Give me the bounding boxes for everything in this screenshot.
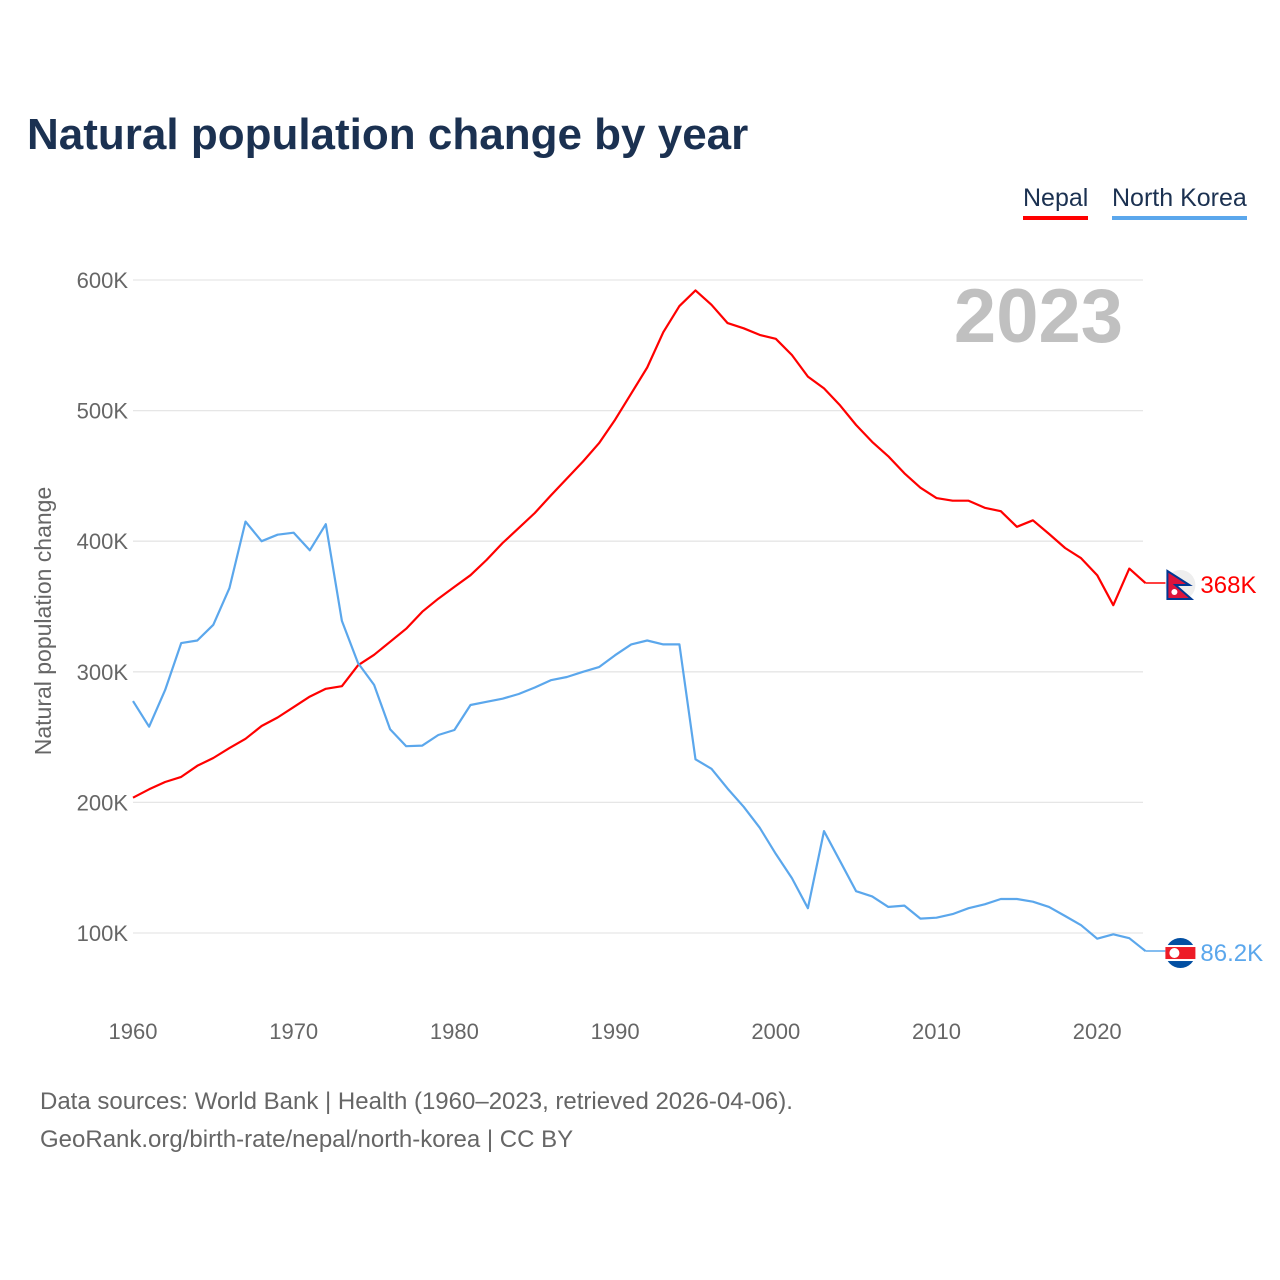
source-link[interactable]: GeoRank.org/birth-rate/nepal/north-korea… [40,1126,574,1153]
series-line-north-korea [132,520,1147,952]
x-tick-label: 2010 [912,1019,961,1044]
chart-title: Natural population change by year [27,110,749,159]
flag-nepal-icon [1165,569,1196,600]
legend-item-north-korea[interactable]: North Korea [1112,184,1247,220]
flag-disc [1169,948,1180,959]
flag-sun [1171,588,1178,595]
y-tick-label: 300K [77,660,129,685]
flag-north-korea-icon [1165,938,1196,969]
x-tick-label: 1970 [269,1019,318,1044]
end-value-label-north-korea: 86.2K [1200,940,1263,967]
x-tick-label: 2020 [1073,1019,1122,1044]
x-tick-label: 1980 [430,1019,479,1044]
y-tick-label: 500K [77,399,129,424]
x-tick-label: 2000 [751,1019,800,1044]
series-line-nepal [132,289,1147,799]
y-tick-label: 400K [77,529,129,554]
y-tick-label: 100K [77,921,129,946]
year-label: 2023 [954,274,1123,359]
y-tick-label: 200K [77,790,129,815]
y-axis-label: Natural population change [30,487,56,756]
x-tick-label: 1990 [591,1019,640,1044]
legend-item-nepal[interactable]: Nepal [1023,184,1089,220]
x-tick-label: 1960 [109,1019,158,1044]
end-value-label-nepal: 368K [1200,572,1256,599]
y-tick-label: 600K [77,268,129,293]
source-line-1: Data sources: World Bank | Health (1960–… [40,1088,793,1115]
